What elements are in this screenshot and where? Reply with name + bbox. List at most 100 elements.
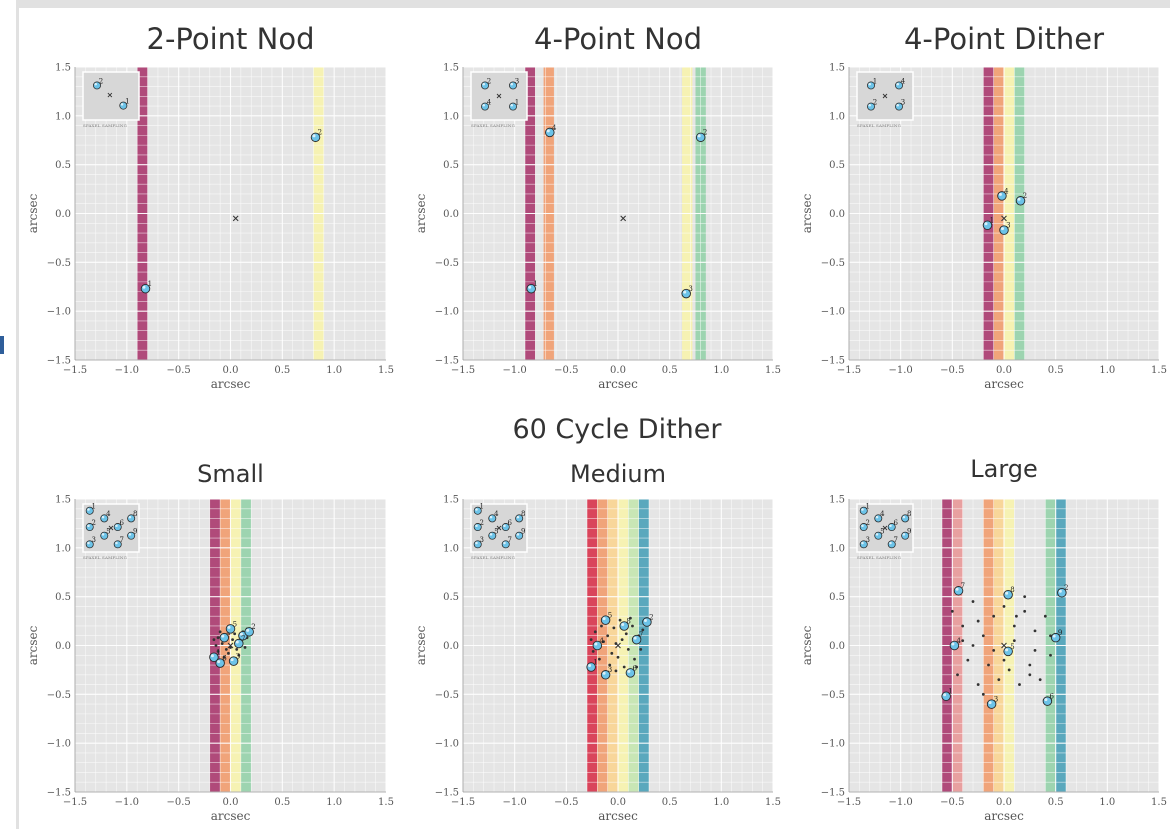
- center-cross: [1001, 642, 1007, 649]
- y-tick-label: −1.5: [821, 788, 845, 799]
- inset-label: 1: [515, 98, 519, 106]
- scatter-point: [620, 638, 624, 642]
- inset-marker-highlight: [120, 103, 124, 106]
- inset-label: 5: [880, 528, 884, 536]
- x-tick-label: 1.5: [765, 797, 781, 808]
- position-marker-highlight: [621, 622, 625, 626]
- inset-label: 9: [907, 528, 911, 536]
- chart-title: 4-Point Nod: [534, 22, 702, 56]
- inset-marker-highlight: [896, 82, 899, 86]
- y-tick-label: −1.5: [47, 356, 71, 367]
- chart-title: 4-Point Dither: [903, 22, 1105, 56]
- inset-label: 3: [901, 98, 905, 106]
- inset-label: 6: [120, 519, 125, 527]
- inset-label: 2: [866, 519, 870, 527]
- scatter-point: [981, 692, 985, 696]
- position-marker-highlight: [227, 625, 231, 629]
- x-tick-label: 0.5: [274, 365, 290, 376]
- position-marker-highlight: [602, 617, 606, 621]
- scatter-point: [216, 649, 220, 653]
- inset-marker-highlight: [868, 104, 871, 107]
- x-tick-label: −0.5: [167, 365, 191, 376]
- position-marker-highlight: [142, 285, 146, 289]
- position-marker-highlight: [588, 663, 592, 667]
- y-tick-label: 0.5: [443, 592, 459, 603]
- y-tick-label: −1.0: [821, 307, 845, 318]
- position-marker-highlight: [1044, 698, 1048, 702]
- inset-label: 1: [866, 503, 870, 511]
- y-tick-label: 1.5: [443, 495, 459, 506]
- x-tick-label: 1.5: [765, 365, 781, 376]
- inset-marker-highlight: [115, 541, 118, 545]
- scatter-point: [227, 651, 230, 655]
- x-tick-label: 1.5: [378, 365, 394, 376]
- inset-label: 1: [873, 77, 877, 85]
- scatter-point: [622, 665, 626, 669]
- position-label: 5: [608, 612, 612, 620]
- position-label: 1: [593, 658, 597, 666]
- x-tick-label: 1.5: [1151, 365, 1167, 376]
- x-tick-label: −1.0: [503, 797, 527, 808]
- y-tick-label: 1.5: [829, 63, 845, 74]
- y-tick-label: 0.0: [55, 641, 71, 652]
- position-label: 3: [608, 666, 612, 674]
- inset-label: 4: [901, 77, 906, 85]
- position-label: 9: [1058, 629, 1062, 637]
- x-tick-label: −1.5: [837, 365, 861, 376]
- position-marker-highlight: [943, 693, 947, 697]
- scatter-point: [616, 655, 620, 659]
- y-tick-label: −0.5: [435, 258, 459, 269]
- inset-center-cross: [496, 525, 502, 531]
- y-tick-label: −1.0: [47, 739, 71, 750]
- inset-marker-highlight: [861, 524, 864, 528]
- x-tick-label: −1.0: [889, 365, 913, 376]
- position-marker-highlight: [210, 654, 214, 658]
- scatter-point: [606, 634, 610, 638]
- inset-marker-highlight: [516, 515, 520, 519]
- inset-marker-highlight: [889, 541, 892, 545]
- inset-label: 5: [494, 528, 498, 536]
- scatter-point: [631, 624, 634, 628]
- position-marker-highlight: [217, 660, 221, 664]
- position-label: 1: [948, 688, 952, 696]
- position-label: 3: [994, 696, 998, 704]
- position-marker-highlight: [1058, 589, 1062, 593]
- scatter-point: [966, 658, 970, 662]
- x-tick-label: 1.0: [1099, 797, 1115, 808]
- y-axis-label: arcsec: [26, 625, 40, 665]
- scatter-point: [589, 638, 593, 642]
- y-tick-label: 1.0: [55, 111, 71, 122]
- inset-center-cross: [108, 525, 114, 531]
- x-tick-label: −0.5: [940, 365, 964, 376]
- inset-label: 8: [133, 510, 137, 518]
- inset-marker-highlight: [87, 508, 90, 511]
- scatter-point: [961, 624, 965, 628]
- inset-marker-highlight: [510, 82, 513, 86]
- x-tick-label: −1.5: [451, 797, 475, 808]
- inset-label: SPAXEL SAMPLING: [83, 555, 127, 560]
- inset-marker-highlight: [101, 515, 105, 519]
- scatter-point: [598, 657, 601, 661]
- y-tick-label: −1.5: [47, 788, 71, 799]
- inset-label: 3: [515, 77, 519, 85]
- y-tick-label: 0.0: [55, 209, 71, 220]
- position-label: 4: [957, 637, 962, 645]
- scatter-point: [220, 642, 224, 645]
- position-label: 8: [626, 617, 630, 625]
- position-label: 1: [148, 280, 152, 288]
- inset-marker-highlight: [101, 533, 105, 536]
- scatter-point: [233, 632, 237, 636]
- y-tick-label: −1.0: [435, 739, 459, 750]
- y-tick-label: 0.5: [443, 160, 459, 171]
- scatter-point: [231, 638, 234, 642]
- y-tick-label: 0.5: [55, 160, 71, 171]
- inset-label: 4: [494, 510, 499, 518]
- x-tick-label: 0.5: [1048, 365, 1064, 376]
- y-tick-label: 1.0: [443, 111, 459, 122]
- position-label: 2: [649, 613, 653, 621]
- scatter-point: [614, 669, 618, 673]
- position-label: 5: [1010, 643, 1014, 651]
- scatter-point: [992, 648, 996, 652]
- inset-marker-highlight: [875, 515, 879, 519]
